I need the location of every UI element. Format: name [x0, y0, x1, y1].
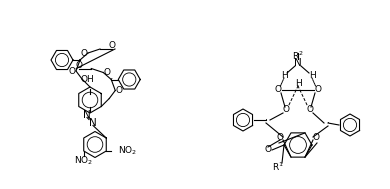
- Text: O: O: [282, 105, 289, 115]
- Text: O: O: [275, 85, 282, 94]
- Text: O: O: [69, 67, 76, 75]
- Text: O: O: [116, 86, 123, 95]
- Text: O: O: [264, 146, 271, 154]
- Text: N: N: [83, 109, 91, 119]
- Text: O: O: [312, 132, 319, 142]
- Text: O: O: [76, 61, 83, 70]
- Text: NO$_2$: NO$_2$: [118, 145, 138, 157]
- Text: H: H: [281, 70, 287, 80]
- Text: H: H: [294, 78, 301, 88]
- Text: ·: ·: [264, 115, 268, 125]
- Text: R$^1$: R$^1$: [272, 161, 284, 173]
- Text: O: O: [307, 105, 314, 115]
- Text: O: O: [314, 85, 321, 94]
- Text: N: N: [89, 118, 97, 128]
- Text: O: O: [108, 42, 115, 50]
- Text: ·: ·: [326, 118, 330, 128]
- Text: O: O: [104, 68, 111, 77]
- Text: ·: ·: [78, 55, 82, 65]
- Text: O: O: [80, 49, 87, 57]
- Text: O: O: [277, 132, 284, 142]
- Text: NO$_2$: NO$_2$: [74, 155, 93, 167]
- Text: H: H: [308, 70, 316, 80]
- Text: N: N: [294, 58, 302, 68]
- Text: OH: OH: [80, 75, 94, 84]
- Text: R$^2$: R$^2$: [292, 50, 304, 62]
- Text: ·: ·: [110, 74, 113, 84]
